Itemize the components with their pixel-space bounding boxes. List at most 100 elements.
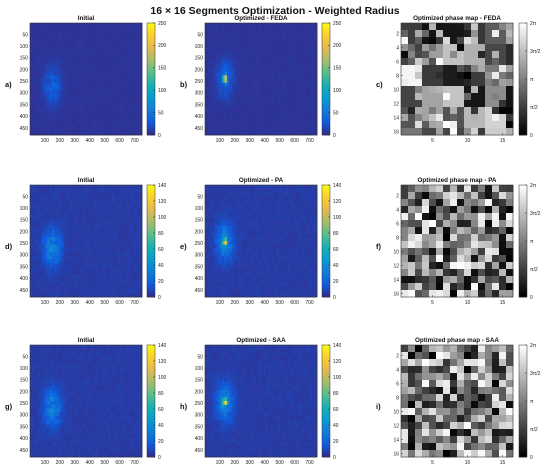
heatmap-cell (124, 192, 128, 197)
heatmap-cell (47, 244, 50, 249)
heatmap-cell (117, 259, 121, 264)
heatmap-cell (297, 67, 301, 72)
heatmap-cell (117, 41, 121, 46)
panel-title: Optimized - PA (239, 177, 284, 184)
heatmap-cell (122, 293, 126, 298)
heatmap-cell (304, 97, 308, 102)
heatmap-cell (51, 244, 55, 249)
heatmap-cell (115, 127, 119, 132)
colorbar-swatch (147, 287, 155, 290)
heatmap-cell (115, 255, 119, 261)
heatmap-cell (61, 267, 65, 272)
heatmap-cell (231, 93, 235, 99)
heatmap-cell (309, 79, 313, 84)
heatmap-cell (226, 82, 230, 87)
heatmap-cell (270, 112, 274, 117)
heatmap-cell (103, 127, 106, 132)
heatmap-cell (39, 41, 43, 46)
heatmap-cell (100, 67, 104, 72)
colorbar-swatch (147, 239, 155, 242)
heatmap-cell (66, 105, 70, 110)
heatmap-cell (251, 49, 255, 54)
colorbar-swatch (147, 65, 155, 69)
heatmap-cell (226, 71, 230, 76)
heatmap-cell (30, 285, 33, 290)
heatmap-cell (95, 211, 99, 216)
heatmap-cell (42, 34, 45, 39)
heatmap-cell (86, 248, 89, 253)
heatmap-cell (134, 282, 138, 287)
heatmap-cell (44, 26, 48, 31)
heatmap-cell (224, 97, 228, 102)
heatmap-cell (224, 120, 228, 125)
heatmap-cell (207, 123, 211, 128)
y-tick-label: 6 (396, 59, 399, 65)
heatmap-cell (132, 60, 136, 65)
heatmap-cell (231, 185, 235, 190)
heatmap-cell (34, 252, 38, 257)
heatmap-cell (71, 214, 75, 219)
heatmap-cell (239, 97, 242, 102)
phase-cell (443, 107, 451, 115)
heatmap-cell (64, 90, 67, 95)
heatmap-cell (110, 274, 114, 279)
heatmap-cell (251, 45, 255, 50)
heatmap-cell (214, 45, 218, 50)
heatmap-cell (112, 211, 116, 216)
phase-cell (443, 114, 451, 122)
heatmap-cell (122, 41, 126, 46)
heatmap-cell (30, 105, 33, 110)
heatmap-cell (103, 60, 106, 65)
heatmap-cell (207, 79, 211, 84)
heatmap-cell (81, 259, 84, 264)
colorbar-swatch (147, 269, 155, 272)
phase-cell (485, 114, 493, 122)
heatmap-cell (120, 90, 123, 95)
x-tick-label: 300 (71, 138, 80, 144)
heatmap-cell (207, 52, 211, 57)
heatmap-cell (54, 49, 58, 54)
colorbar-swatch (147, 242, 155, 246)
heatmap-cell (61, 278, 65, 283)
heatmap-cell (285, 67, 289, 72)
heatmap-cell (124, 214, 128, 219)
heatmap-cell (37, 123, 41, 128)
heatmap-cell (112, 37, 116, 43)
heatmap-cell (312, 75, 315, 80)
heatmap-cell (290, 97, 294, 102)
heatmap-cell (100, 90, 104, 95)
heatmap-cell (98, 105, 101, 110)
heatmap-cell (207, 30, 211, 35)
heatmap-cell (42, 41, 45, 46)
heatmap-cell (71, 203, 75, 208)
heatmap-cell (103, 90, 106, 95)
heatmap-cell (73, 255, 77, 261)
heatmap-cell (312, 64, 315, 69)
heatmap-cell (205, 30, 208, 35)
heatmap-cell (90, 207, 94, 212)
heatmap-cell (54, 82, 58, 87)
phase-cell (401, 128, 409, 136)
heatmap-cell (124, 218, 128, 223)
heatmap-cell (37, 79, 41, 84)
colorbar-swatch (147, 205, 155, 208)
heatmap-cell (34, 241, 38, 246)
heatmap-cell (231, 105, 235, 110)
heatmap-cell (34, 60, 38, 65)
heatmap-cell (42, 252, 45, 257)
heatmap-cell (299, 90, 303, 95)
heatmap-cell (248, 82, 252, 87)
heatmap-cell (295, 60, 298, 65)
heatmap-cell (49, 196, 53, 201)
phase-cell (443, 128, 451, 136)
heatmap-cell (73, 237, 77, 242)
heatmap-cell (110, 218, 114, 223)
heatmap-cell (30, 49, 33, 54)
heatmap-cell (263, 108, 267, 113)
heatmap-cell (103, 116, 106, 121)
phase-cell (464, 121, 472, 129)
heatmap-cell (47, 203, 50, 208)
heatmap-cell (209, 30, 213, 35)
colorbar-tick-label: 200 (333, 43, 342, 49)
heatmap-cell (105, 49, 109, 54)
